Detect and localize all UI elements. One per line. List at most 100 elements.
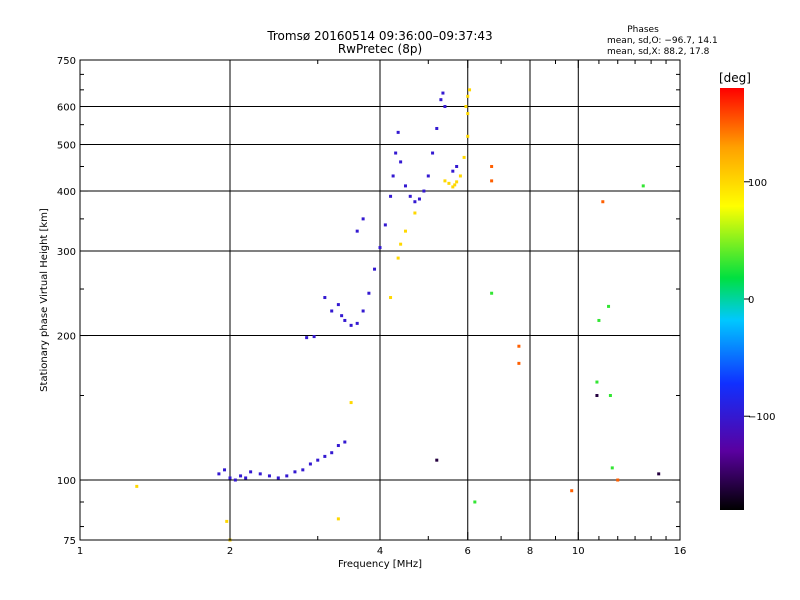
data-point: [312, 335, 316, 339]
data-points: [135, 88, 661, 542]
legend-line-x: mean, sd,X: 88.2, 17.8: [607, 47, 710, 57]
data-point: [389, 296, 393, 300]
x-tick-label: 1: [77, 546, 83, 557]
data-point: [451, 185, 455, 189]
legend-line-o: mean, sd,O: −96.7, 14.1: [607, 36, 718, 46]
data-point: [225, 519, 229, 523]
data-point: [607, 304, 611, 308]
colorbar: [720, 88, 744, 510]
colorbar-tick-label: 0: [748, 295, 754, 306]
data-point: [249, 470, 253, 474]
data-point: [468, 88, 472, 92]
data-point: [441, 91, 445, 95]
y-tick-label: 600: [57, 103, 76, 114]
data-point: [431, 151, 435, 155]
data-point: [426, 174, 430, 178]
data-point: [610, 466, 614, 470]
data-point: [458, 174, 462, 178]
y-tick-label: 300: [57, 247, 76, 258]
data-point: [349, 323, 353, 327]
data-point: [391, 174, 395, 178]
data-point: [403, 229, 407, 233]
data-point: [616, 478, 620, 482]
data-point: [305, 336, 309, 340]
data-point: [447, 181, 451, 185]
data-point: [135, 484, 139, 488]
data-point: [323, 296, 327, 300]
y-tick-label: 750: [57, 56, 76, 67]
data-point: [228, 476, 232, 480]
y-axis-label: Stationary phase Virtual Height [km]: [39, 208, 50, 392]
data-point: [466, 134, 470, 138]
data-point: [330, 451, 334, 455]
y-tick-label: 200: [57, 332, 76, 343]
data-point: [466, 112, 470, 116]
data-point: [399, 242, 403, 246]
y-tick-label: 100: [57, 476, 76, 487]
data-point: [343, 440, 347, 444]
data-point: [323, 454, 327, 458]
data-point: [451, 169, 455, 173]
data-point: [293, 470, 297, 474]
data-point: [308, 462, 312, 466]
data-point: [490, 164, 494, 168]
data-point: [285, 474, 289, 478]
data-point: [417, 197, 421, 201]
grid-lines: [80, 60, 680, 540]
data-point: [413, 211, 417, 215]
data-point: [462, 155, 466, 159]
data-point: [389, 194, 393, 198]
data-point: [267, 474, 271, 478]
y-tick-label: 500: [57, 141, 76, 152]
data-point: [244, 476, 248, 480]
data-point: [258, 472, 262, 476]
data-point: [336, 444, 340, 448]
data-point: [608, 394, 612, 398]
chart-title: Tromsø 20160514 09:36:00–09:37:43: [266, 29, 492, 43]
data-point: [301, 468, 305, 472]
data-point: [408, 194, 412, 198]
data-point: [597, 318, 601, 322]
x-tick-label: 6: [465, 546, 471, 557]
data-point: [223, 468, 227, 472]
data-point: [336, 303, 340, 307]
data-point: [367, 291, 371, 295]
data-point: [490, 291, 494, 295]
data-point: [439, 98, 443, 102]
x-axis: 1 2 4 6 8 10 16: [77, 60, 687, 557]
colorbar-ticks: 100 0 −100: [744, 178, 775, 423]
colorbar-label: [deg]: [719, 71, 751, 85]
data-point: [343, 318, 347, 322]
data-point: [435, 126, 439, 130]
data-point: [490, 179, 494, 183]
data-point: [378, 246, 382, 250]
data-point: [399, 160, 403, 164]
data-point: [443, 105, 447, 109]
data-point: [464, 105, 468, 109]
data-point: [217, 472, 221, 476]
x-tick-label: 16: [674, 546, 687, 557]
data-point: [403, 184, 407, 188]
data-point: [453, 183, 457, 187]
x-tick-label: 10: [572, 546, 585, 557]
data-point: [455, 180, 459, 184]
data-point: [394, 151, 398, 155]
x-tick-label: 4: [377, 546, 383, 557]
data-point: [455, 164, 459, 168]
data-point: [330, 309, 334, 313]
data-point: [316, 458, 320, 462]
data-point: [657, 472, 661, 476]
data-point: [641, 184, 645, 188]
x-tick-label: 2: [227, 546, 233, 557]
x-axis-label: Frequency [MHz]: [338, 559, 422, 570]
legend-title: Phases: [627, 25, 659, 35]
colorbar-tick-label: −100: [748, 412, 775, 423]
data-point: [443, 179, 447, 183]
data-point: [517, 344, 521, 348]
data-point: [517, 361, 521, 365]
colorbar-tick-label: 100: [748, 178, 767, 189]
y-tick-label: 75: [63, 536, 76, 547]
chart-subtitle: RwPretec (8p): [338, 42, 422, 56]
data-point: [570, 489, 574, 493]
